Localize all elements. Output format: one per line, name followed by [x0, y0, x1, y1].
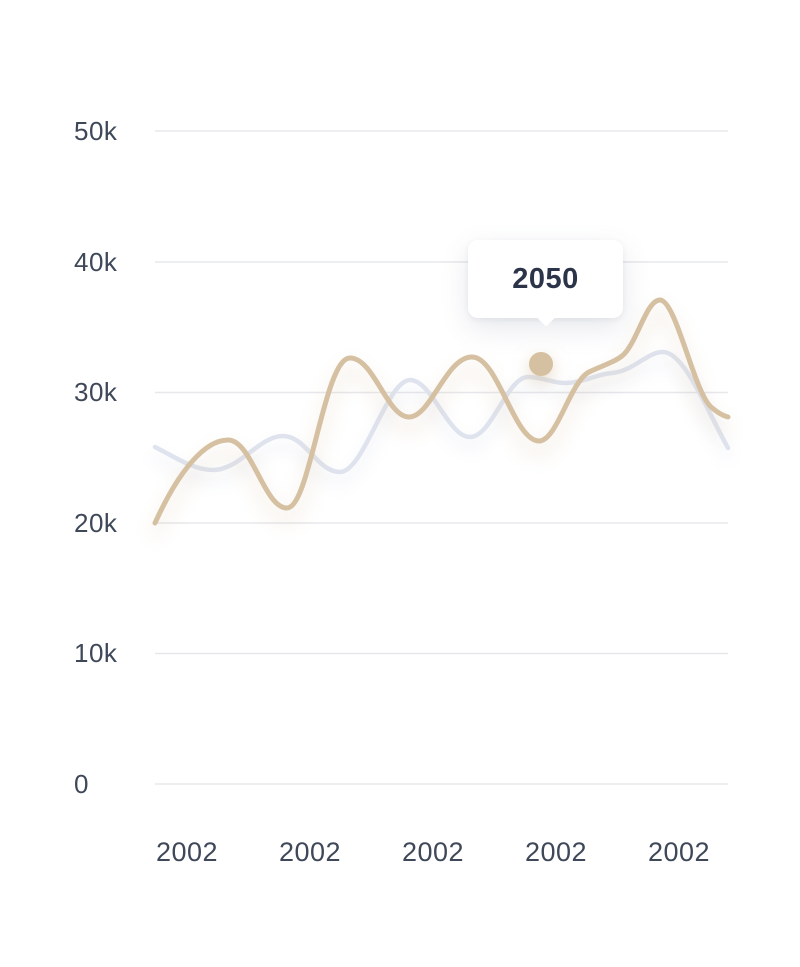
y-tick-30k: 30k [74, 377, 118, 407]
x-tick-5: 2002 [647, 837, 711, 867]
highlight-point-marker[interactable] [529, 352, 553, 376]
x-tick-4: 2002 [524, 837, 588, 867]
y-tick-10k: 10k [74, 638, 118, 668]
tooltip: 2050 [468, 240, 623, 327]
x-tick-1: 2002 [155, 837, 219, 867]
y-tick-0: 0 [74, 769, 89, 799]
tooltip-value: 2050 [512, 262, 579, 295]
series-line-beige[interactable] [152, 297, 731, 526]
y-tick-20k: 20k [74, 508, 118, 538]
x-tick-2: 2002 [278, 837, 342, 867]
y-tick-40k: 40k [74, 247, 118, 277]
y-tick-50k: 50k [74, 116, 118, 146]
series-line-gray[interactable] [152, 349, 731, 475]
x-tick-3: 2002 [401, 837, 465, 867]
